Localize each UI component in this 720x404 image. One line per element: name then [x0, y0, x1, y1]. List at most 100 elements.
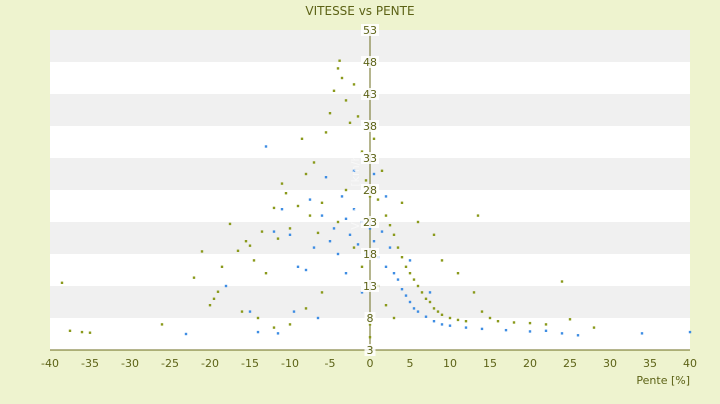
data-point-series-0	[324, 131, 328, 134]
data-point-series-1	[288, 233, 292, 236]
data-point-series-0	[240, 310, 244, 313]
data-point-series-0	[248, 244, 252, 247]
x-tick-label: -20	[201, 357, 219, 370]
data-point-series-1	[316, 316, 320, 320]
y-tick-label: 33	[363, 152, 377, 165]
data-point-series-1	[396, 278, 400, 281]
x-tick-label: 5	[407, 357, 414, 370]
data-point-series-1	[280, 208, 284, 211]
data-point-series-1	[296, 265, 300, 268]
x-tick-label: 0	[367, 357, 374, 370]
data-point-series-1	[340, 195, 344, 198]
data-point-series-0	[472, 291, 476, 294]
y-tick-label: 38	[363, 120, 377, 133]
data-point-series-1	[336, 252, 340, 256]
data-point-series-0	[208, 304, 212, 307]
y-tick-label: 28	[363, 184, 377, 197]
data-point-series-1	[348, 233, 352, 236]
y-tick-backdrop	[364, 312, 376, 324]
data-point-series-1	[372, 240, 376, 243]
data-point-series-1	[576, 334, 580, 337]
data-point-series-0	[496, 320, 500, 323]
data-point-series-0	[260, 230, 264, 233]
data-point-series-0	[276, 237, 280, 240]
data-point-series-0	[416, 284, 420, 288]
data-point-series-1	[440, 323, 444, 326]
data-point-series-1	[424, 315, 428, 318]
y-tick-label: 23	[363, 216, 377, 229]
data-point-series-1	[388, 246, 392, 249]
data-point-series-0	[360, 150, 364, 153]
data-point-series-0	[368, 195, 372, 198]
data-point-series-0	[436, 310, 440, 313]
data-point-series-0	[192, 276, 196, 279]
data-point-series-0	[304, 172, 308, 176]
data-point-series-0	[528, 321, 532, 325]
data-point-series-1	[320, 214, 324, 217]
data-point-series-0	[280, 182, 284, 185]
data-point-series-0	[364, 179, 368, 182]
data-point-series-0	[272, 206, 276, 210]
data-point-series-0	[308, 214, 312, 217]
y-tick-backdrop	[364, 344, 376, 356]
data-point-series-0	[316, 231, 320, 235]
data-point-series-0	[284, 192, 288, 195]
data-point-series-1	[184, 332, 188, 336]
data-point-series-0	[80, 330, 84, 334]
data-point-series-0	[592, 326, 596, 329]
data-point-series-1	[312, 246, 316, 249]
data-point-series-1	[368, 227, 372, 230]
data-point-series-0	[384, 304, 388, 307]
data-point-series-0	[368, 336, 372, 339]
data-point-series-0	[456, 272, 460, 275]
data-point-series-0	[304, 307, 308, 310]
data-point-series-1	[408, 300, 412, 304]
data-point-series-1	[504, 328, 508, 332]
data-point-series-1	[408, 259, 412, 262]
data-point-series-1	[256, 330, 260, 334]
data-point-series-1	[324, 176, 328, 179]
x-tick-label: -30	[121, 357, 139, 370]
data-point-series-0	[412, 278, 416, 281]
data-point-series-0	[380, 169, 384, 172]
data-point-series-0	[448, 316, 452, 320]
data-point-series-1	[292, 310, 296, 313]
data-point-series-0	[332, 89, 336, 92]
data-point-series-0	[200, 250, 204, 253]
data-point-series-0	[288, 227, 292, 230]
x-tick-label: 25	[563, 357, 577, 370]
y-tick-backdrop	[361, 88, 379, 100]
data-point-series-1	[356, 243, 360, 246]
y-tick-label: 48	[363, 56, 377, 69]
x-tick-label: -35	[81, 357, 99, 370]
data-point-series-1	[304, 268, 308, 272]
y-tick-backdrop	[361, 152, 379, 164]
data-point-series-0	[384, 214, 388, 217]
data-point-series-1	[352, 169, 356, 172]
chart-title: VITESSE vs PENTE	[305, 4, 414, 18]
data-point-series-1	[448, 324, 452, 327]
x-tick-label: -5	[325, 357, 336, 370]
data-point-series-0	[272, 326, 276, 329]
data-point-series-1	[360, 291, 364, 294]
data-point-series-1	[384, 195, 388, 198]
data-point-series-0	[544, 323, 548, 326]
data-point-series-0	[352, 246, 356, 249]
data-point-series-0	[428, 300, 432, 304]
data-point-series-0	[216, 290, 220, 293]
x-tick-label: 20	[523, 357, 537, 370]
data-point-series-0	[392, 233, 396, 236]
data-point-series-1	[276, 332, 280, 335]
y-tick-backdrop	[361, 56, 379, 68]
data-point-series-0	[236, 249, 240, 252]
data-point-series-0	[400, 256, 404, 259]
data-point-series-0	[408, 272, 412, 275]
data-point-series-0	[372, 137, 376, 140]
data-point-series-0	[388, 224, 392, 227]
data-points	[60, 59, 692, 339]
data-point-series-0	[296, 204, 300, 208]
data-point-series-0	[376, 198, 380, 201]
y-tick-label: 18	[363, 248, 377, 261]
